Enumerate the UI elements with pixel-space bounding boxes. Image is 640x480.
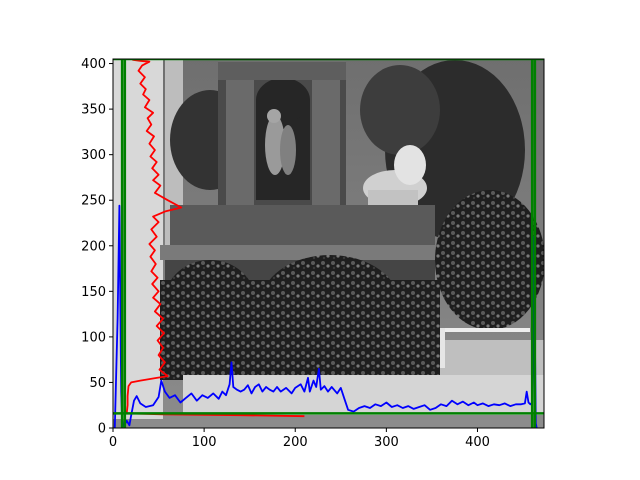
blue-profile-line bbox=[113, 204, 538, 428]
y-tick-label: 350 bbox=[81, 103, 106, 118]
y-tick-label: 300 bbox=[81, 148, 106, 163]
y-tick-label: 100 bbox=[81, 330, 106, 345]
y-tick-label: 50 bbox=[89, 376, 106, 391]
y-tick-label: 250 bbox=[81, 194, 106, 209]
red-profile-line bbox=[125, 59, 305, 418]
plot-frame bbox=[112, 58, 545, 429]
x-tick-label: 300 bbox=[374, 435, 399, 450]
y-tick-label: 0 bbox=[98, 422, 106, 437]
x-tick-label: 0 bbox=[109, 435, 117, 450]
x-tick-label: 200 bbox=[283, 435, 308, 450]
x-tick-label: 100 bbox=[192, 435, 217, 450]
y-tick-label: 200 bbox=[81, 239, 106, 254]
x-tick-label: 400 bbox=[465, 435, 490, 450]
background-photo bbox=[113, 59, 544, 428]
y-tick-label: 400 bbox=[81, 57, 106, 72]
y-tick-label: 150 bbox=[81, 285, 106, 300]
